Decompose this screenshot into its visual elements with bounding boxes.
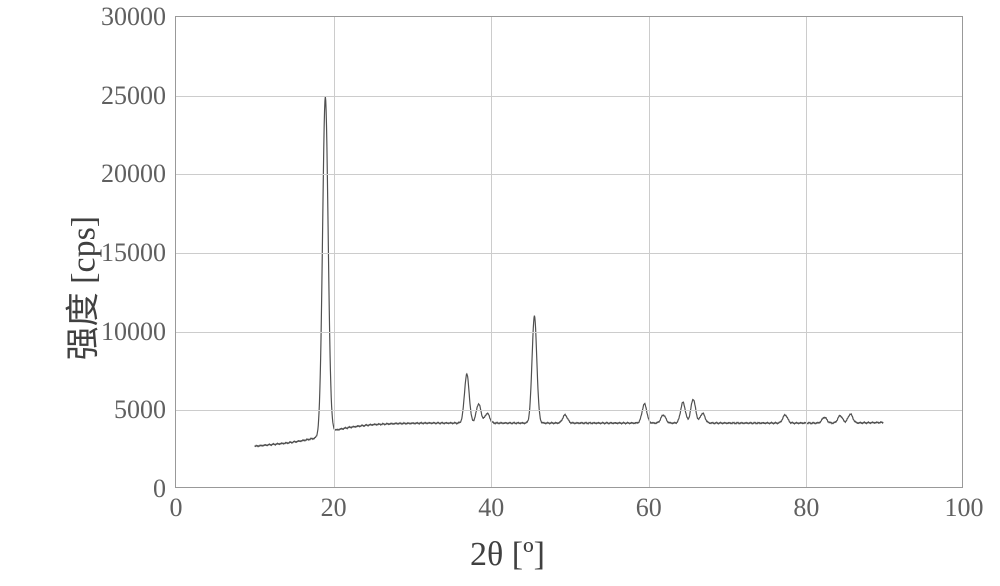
- plot-area: 0500010000150002000025000300000204060801…: [175, 16, 963, 488]
- ytick-label: 15000: [101, 238, 176, 268]
- xtick-label: 0: [170, 487, 183, 523]
- gridline-v: [649, 17, 650, 487]
- xtick-label: 100: [945, 487, 984, 523]
- xtick-label: 80: [793, 487, 819, 523]
- xrd-path: [255, 97, 884, 447]
- gridline-h: [176, 253, 962, 254]
- ytick-label: 30000: [101, 2, 176, 32]
- xtick-label: 20: [321, 487, 347, 523]
- gridline-v: [806, 17, 807, 487]
- gridline-h: [176, 96, 962, 97]
- xrd-trace: [176, 17, 962, 487]
- ytick-label: 10000: [101, 317, 176, 347]
- xtick-label: 60: [636, 487, 662, 523]
- xtick-label: 40: [478, 487, 504, 523]
- gridline-h: [176, 410, 962, 411]
- ytick-label: 20000: [101, 159, 176, 189]
- gridline-v: [334, 17, 335, 487]
- xrd-chart: 强度 [cps] 2θ [º] 050001000015000200002500…: [0, 0, 1000, 586]
- gridline-h: [176, 174, 962, 175]
- x-axis-label: 2θ [º]: [470, 536, 545, 574]
- ytick-label: 25000: [101, 81, 176, 111]
- gridline-v: [491, 17, 492, 487]
- y-axis-label: 强度 [cps]: [56, 216, 105, 360]
- gridline-h: [176, 332, 962, 333]
- ytick-label: 5000: [114, 395, 176, 425]
